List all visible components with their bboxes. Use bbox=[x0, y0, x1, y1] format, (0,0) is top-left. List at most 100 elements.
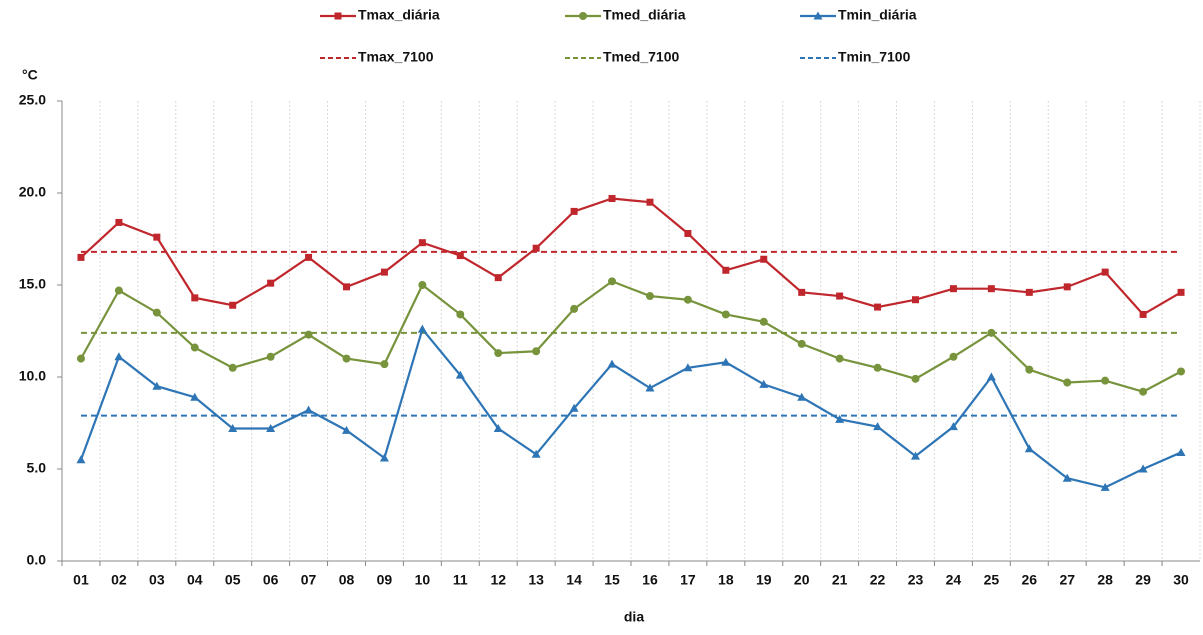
y-unit: °C bbox=[22, 67, 38, 83]
marker bbox=[646, 198, 654, 206]
legend-label: Tmax_diária bbox=[358, 7, 440, 23]
marker bbox=[797, 392, 807, 401]
marker bbox=[1063, 378, 1072, 387]
marker bbox=[608, 277, 617, 286]
legend-label: Tmed_7100 bbox=[603, 49, 679, 65]
x-tick-label: 03 bbox=[149, 572, 165, 588]
y-tick-label: 10.0 bbox=[19, 368, 46, 384]
marker bbox=[987, 328, 996, 337]
marker bbox=[683, 295, 692, 304]
marker bbox=[417, 324, 427, 333]
marker bbox=[191, 294, 199, 302]
x-tick-label: 22 bbox=[870, 572, 886, 588]
marker bbox=[721, 310, 730, 319]
x-tick-label: 18 bbox=[718, 572, 734, 588]
marker bbox=[579, 12, 587, 20]
marker bbox=[342, 425, 351, 434]
x-tick-label: 01 bbox=[73, 572, 89, 588]
x-tick-label: 28 bbox=[1097, 572, 1113, 588]
marker bbox=[229, 301, 237, 309]
marker bbox=[77, 253, 85, 261]
x-tick-label: 21 bbox=[832, 572, 848, 588]
x-tick-label: 12 bbox=[490, 572, 506, 588]
marker bbox=[608, 195, 616, 203]
x-tick-label: 26 bbox=[1022, 572, 1038, 588]
marker bbox=[1139, 310, 1147, 318]
x-tick-label: 23 bbox=[908, 572, 924, 588]
marker bbox=[455, 370, 465, 379]
x-tick-label: 19 bbox=[756, 572, 772, 588]
marker bbox=[835, 354, 844, 363]
x-tick-label: 10 bbox=[415, 572, 431, 588]
marker bbox=[380, 268, 388, 276]
x-tick-label: 29 bbox=[1135, 572, 1151, 588]
marker bbox=[334, 12, 342, 20]
marker bbox=[456, 252, 464, 260]
marker bbox=[987, 285, 995, 293]
marker bbox=[494, 349, 503, 358]
x-tick-label: 11 bbox=[453, 572, 468, 588]
marker bbox=[1101, 268, 1109, 276]
marker bbox=[266, 424, 276, 433]
x-tick-label: 09 bbox=[377, 572, 393, 588]
x-axis-title: dia bbox=[624, 609, 644, 625]
marker bbox=[380, 360, 389, 369]
marker bbox=[76, 354, 85, 363]
legend-label: Tmed_diária bbox=[603, 7, 686, 23]
marker bbox=[645, 383, 655, 392]
marker bbox=[190, 343, 199, 352]
marker bbox=[912, 296, 919, 304]
marker bbox=[911, 374, 920, 383]
x-tick-label: 08 bbox=[339, 572, 355, 588]
marker bbox=[115, 218, 123, 226]
marker bbox=[759, 317, 768, 326]
marker bbox=[228, 363, 237, 372]
marker bbox=[152, 381, 162, 390]
x-tick-label: 04 bbox=[187, 572, 203, 588]
marker bbox=[76, 455, 86, 464]
marker bbox=[645, 292, 654, 301]
x-tick-label: 15 bbox=[604, 572, 620, 588]
x-tick-label: 30 bbox=[1173, 572, 1189, 588]
marker bbox=[1024, 444, 1034, 453]
marker bbox=[722, 266, 730, 274]
x-tick-label: 07 bbox=[301, 572, 317, 588]
marker bbox=[760, 255, 768, 263]
x-tick-label: 05 bbox=[225, 572, 241, 588]
marker bbox=[949, 285, 957, 293]
marker bbox=[1176, 447, 1186, 456]
y-tick-label: 0.0 bbox=[27, 552, 47, 568]
marker bbox=[532, 347, 541, 356]
marker bbox=[1025, 288, 1033, 296]
marker bbox=[1025, 365, 1034, 374]
marker bbox=[418, 239, 426, 247]
y-tick-label: 5.0 bbox=[27, 460, 47, 476]
marker bbox=[114, 352, 124, 361]
marker bbox=[152, 308, 161, 317]
y-tick-label: 20.0 bbox=[19, 184, 46, 200]
marker bbox=[379, 453, 389, 462]
x-tick-label: 24 bbox=[946, 572, 962, 588]
marker bbox=[1177, 367, 1186, 376]
legend-label: Tmax_7100 bbox=[358, 49, 434, 65]
marker bbox=[1138, 464, 1148, 473]
marker bbox=[531, 449, 541, 458]
marker bbox=[570, 207, 578, 215]
x-tick-label: 27 bbox=[1059, 572, 1075, 588]
marker bbox=[683, 363, 693, 372]
x-tick-label: 20 bbox=[794, 572, 810, 588]
series-line bbox=[79, 326, 1182, 489]
marker bbox=[532, 244, 540, 252]
marker bbox=[228, 424, 238, 433]
marker bbox=[1177, 288, 1185, 296]
marker bbox=[1101, 376, 1110, 385]
x-tick-label: 17 bbox=[680, 572, 696, 588]
marker bbox=[343, 283, 350, 291]
marker bbox=[607, 359, 617, 368]
x-tick-label: 14 bbox=[566, 572, 582, 588]
marker bbox=[874, 303, 882, 311]
y-tick-label: 15.0 bbox=[19, 276, 46, 292]
marker bbox=[797, 339, 806, 348]
marker bbox=[1063, 283, 1071, 291]
